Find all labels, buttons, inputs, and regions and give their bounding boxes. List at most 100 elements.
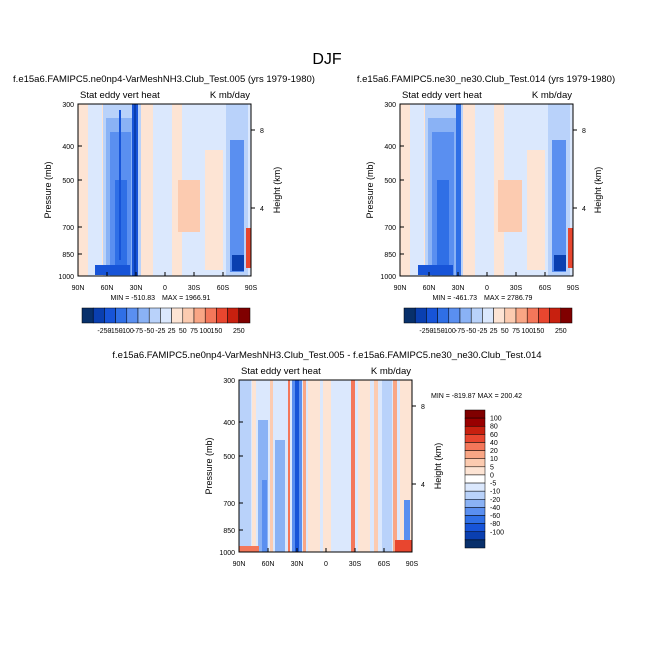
panel-3-region-65s-positive — [393, 380, 397, 552]
panel-1-y-tick: 700 — [62, 225, 74, 232]
panel-3-region-60n-warm-streak — [270, 380, 273, 552]
panel-3-colorbar-label: -80 — [490, 521, 500, 528]
panel-1-x-tick: 60S — [217, 285, 230, 292]
panel-2-min-label: MIN = -461.73 — [432, 295, 477, 302]
panel-2-region-negative-core — [437, 180, 449, 270]
panel-1-colorbar-label: -50 — [144, 328, 154, 335]
panel-3-colorbar-swatch — [464, 523, 486, 533]
panel-2-colorbar-swatch — [538, 307, 550, 324]
panel-1-colorbar-swatch — [160, 307, 172, 324]
panel-2-y-label: Pressure (mb) — [365, 161, 375, 218]
panel-2-colorbar-label: -25 — [477, 328, 487, 335]
panel-3-x-tick: 30N — [291, 561, 304, 568]
panel-3-y2-axis: 8 4 Height (km) — [412, 404, 443, 489]
panel-2-y2-axis: 8 4 Height (km) — [573, 128, 603, 213]
panel-2-colorbar-label: 25 — [490, 328, 498, 335]
panel-2-colorbar-swatch — [414, 307, 427, 324]
panel-2-y-axis: 300 400 500 700 850 1000 Pressure (mb) — [365, 102, 404, 281]
panel-1-colorbar-swatch — [126, 307, 139, 324]
panel-1-region-subtropic-warm — [141, 104, 153, 276]
panel-2-region-sh-warm — [527, 150, 545, 270]
panel-3-colorbar-label: -5 — [490, 481, 496, 488]
panel-3-y-tick: 1000 — [219, 550, 235, 557]
panel-2-y-tick: 400 — [384, 144, 396, 151]
page-title: DJF — [312, 51, 342, 68]
panel-3-field — [239, 380, 412, 552]
panel-3-region-nh-warm-streak — [252, 380, 256, 552]
panel-3-region-nh-surface-positive — [239, 546, 259, 552]
panel-1-x-tick: 30N — [130, 285, 143, 292]
panel-2-colorbar-swatch — [526, 307, 539, 324]
panel-3-title: f.e15a6.FAMIPC5.ne0np4-VarMeshNH3.Club_T… — [112, 350, 541, 361]
panel-1-region-sh-surface — [232, 255, 244, 271]
panel-1-colorbar: -250-150-100 -75 -50 -25 25 50 75 100 150 250 — [81, 307, 251, 335]
panel-2-y2-label: Height (km) — [593, 167, 603, 214]
panel-2-region-sh-surface — [554, 255, 566, 271]
panel-1-region-sh-warm — [205, 150, 223, 270]
panel-3-colorbar-label: -40 — [490, 505, 500, 512]
panel-1-colorbar-swatch — [182, 307, 195, 324]
panel-1-colorbar-swatch — [115, 307, 128, 324]
panel-3-region-nh-negative-core — [262, 480, 267, 552]
panel-1-colorbar-swatch — [204, 307, 217, 324]
panel-1-max-label: MAX = 1966.91 — [162, 295, 211, 302]
panel-2-colorbar-swatch — [493, 307, 506, 324]
panel-3-y-label: Pressure (mb) — [204, 437, 214, 494]
panel-2-colorbar-label: 75 — [512, 328, 520, 335]
panel-3-region-30s-positive — [351, 380, 355, 552]
panel-3-region-50n-negative — [275, 440, 285, 552]
panel-2-colorbar-swatch — [437, 307, 450, 324]
panel-3-colorbar-label: 20 — [490, 448, 498, 455]
panel-3-region-25n-positive — [303, 380, 306, 552]
panel-1-colorbar-swatch — [148, 307, 161, 324]
panel-1-x-tick: 0 — [163, 285, 167, 292]
panel-1-colorbar-swatch — [92, 307, 105, 324]
panel-3-colorbar-label: 0 — [490, 472, 494, 479]
panel-2-y-tick: 300 — [384, 102, 396, 109]
panel-3-colorbar-swatch — [464, 482, 486, 492]
panel-2-region-subtropic-warm — [463, 104, 475, 276]
panel-2-y-tick: 700 — [384, 225, 396, 232]
panel-1-y2-tick: 4 — [260, 206, 264, 213]
panel-2-colorbar-swatch — [560, 307, 573, 324]
panel-3-region-45s-warm-streak — [374, 380, 378, 552]
panel-3-minmax-label: MIN = -819.87 MAX = 200.42 — [431, 393, 522, 400]
panel-2-region-sh-negative-mid — [552, 140, 566, 272]
panel-2-colorbar: -250-150-100 -75 -50 -25 25 50 75 100 150 250 — [403, 307, 573, 335]
panel-3-y-tick: 500 — [223, 454, 235, 461]
panel-3-region-sh-cool — [335, 380, 349, 552]
panel-2-colorbar-swatch — [426, 307, 438, 324]
panel-3-colorbar-swatch — [464, 434, 486, 443]
panel-1-colorbar-label: 75 — [190, 328, 198, 335]
panel-1-x-tick: 60N — [101, 285, 114, 292]
panel-3-x-tick: 30S — [349, 561, 362, 568]
panel-3-left-subtitle: Stat eddy vert heat — [241, 366, 321, 377]
panel-1-y-tick: 500 — [62, 178, 74, 185]
panel-3-right-subtitle: K mb/day — [371, 366, 411, 377]
panel-1-left-subtitle: Stat eddy vert heat — [80, 90, 160, 101]
panel-2-colorbar-label: -75 — [455, 328, 465, 335]
panel-2-region-cool-band — [410, 104, 424, 276]
panel-1-region-pole-positive — [246, 228, 251, 268]
panel-2-x-tick: 90S — [567, 285, 580, 292]
panel-3-colorbar-swatch — [464, 458, 486, 468]
panel-3-colorbar-label: -100 — [490, 529, 504, 536]
panel-3-colorbar-swatch — [464, 417, 486, 427]
panel-3-colorbar-label: 60 — [490, 432, 498, 439]
panel-3-colorbar-label: -10 — [490, 489, 500, 496]
panel-1-colorbar-label: -150 — [109, 328, 123, 335]
panel-3-colorbar-swatch — [464, 466, 486, 476]
panel-2-right-subtitle: K mb/day — [532, 90, 572, 101]
panel-3-region-30n-core — [295, 380, 299, 552]
panel-2-colorbar-swatch — [403, 307, 416, 324]
panel-1-colorbar-swatch — [137, 307, 150, 324]
panel-2-colorbar-swatch — [470, 307, 483, 324]
panel-1-region-30n-core — [134, 104, 136, 276]
panel-1-colorbar-swatch — [81, 307, 94, 324]
panel-2-region-pole-positive — [568, 228, 573, 268]
panel-3-colorbar-label: 40 — [490, 440, 498, 447]
panel-3-x-tick: 60S — [378, 561, 391, 568]
panel-2-colorbar-swatch — [448, 307, 461, 324]
panel-1-region-sh-blob — [178, 180, 200, 232]
